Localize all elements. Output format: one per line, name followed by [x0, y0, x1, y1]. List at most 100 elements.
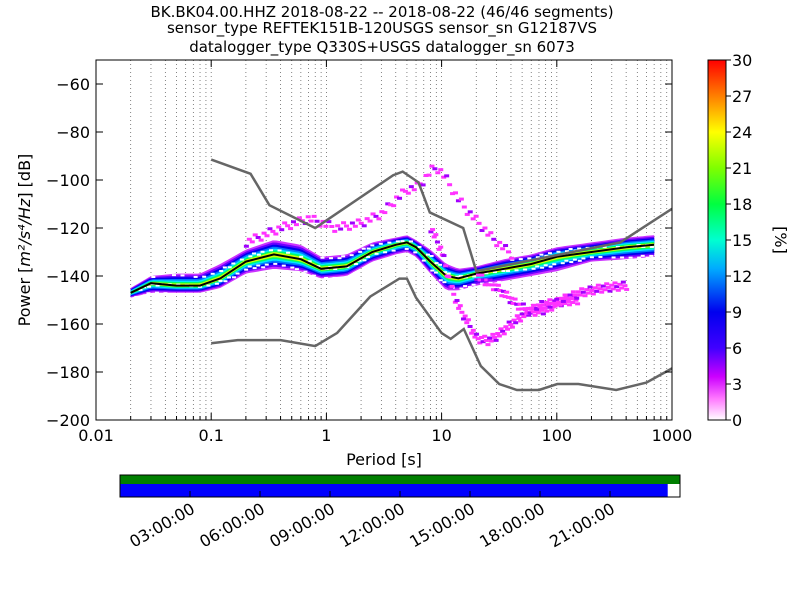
- x-axis-label: Period [s]: [346, 450, 422, 469]
- psd-density-gap: [564, 259, 569, 262]
- psd-outlier-point: [291, 220, 297, 224]
- psd-density-layer: [130, 240, 655, 295]
- psd-density-gap: [147, 285, 152, 288]
- psd-density-gap: [455, 275, 460, 278]
- psd-density-gap: [316, 265, 321, 268]
- psd-density-gap: [552, 263, 557, 266]
- psd-density-gap: [374, 252, 379, 255]
- psd-density-gap: [333, 267, 338, 270]
- psd-density-gap: [337, 257, 342, 260]
- psd-density-gap: [252, 267, 257, 270]
- psd-outlier-point: [394, 195, 400, 199]
- psd-outlier-point: [472, 335, 478, 339]
- psd-outlier-point: [391, 204, 397, 208]
- timeline-label: 03:00:00: [126, 499, 198, 551]
- psd-density-gap: [438, 263, 443, 266]
- x-tick-label: 10: [431, 426, 451, 445]
- psd-outlier-point: [544, 300, 550, 304]
- y-tick-label: −140: [46, 267, 90, 286]
- psd-outlier-point: [610, 287, 616, 291]
- psd-outlier-point: [326, 220, 332, 224]
- psd-outlier-point: [526, 313, 532, 317]
- psd-outlier-point: [559, 296, 565, 300]
- psd-outlier-point: [554, 297, 560, 301]
- psd-outlier-point: [557, 303, 563, 307]
- nlnm-line: [211, 277, 672, 392]
- psd-outlier-point: [508, 323, 514, 327]
- psd-outlier-point: [475, 273, 481, 277]
- psd-outlier-point: [566, 303, 572, 307]
- grid: [130, 60, 668, 420]
- psd-density-gap: [395, 240, 400, 243]
- psd-outlier-point: [352, 224, 358, 228]
- psd-density-layer: [130, 239, 655, 295]
- psd-outlier-point: [467, 210, 473, 214]
- psd-outlier-point: [531, 303, 537, 307]
- x-tick-label: 1: [321, 426, 331, 445]
- colorbar-tick-label: 9: [732, 303, 742, 322]
- data-availability-timeline: 03:00:0006:00:0009:00:0012:00:0015:00:00…: [119, 474, 681, 551]
- psd-outlier-point: [483, 338, 489, 342]
- psd-density-gap: [294, 268, 299, 271]
- psd-outlier-point: [499, 294, 505, 298]
- psd-density-gap: [640, 254, 645, 257]
- psd-outlier-point: [373, 214, 379, 218]
- psd-density-gap: [206, 284, 211, 287]
- psd-density-gap: [510, 258, 515, 261]
- psd-outlier-point: [436, 247, 442, 251]
- psd-density-gap: [244, 268, 249, 271]
- psd-outlier-point: [622, 284, 628, 288]
- psd-outlier-point: [438, 245, 444, 249]
- psd-outlier-point: [599, 290, 605, 294]
- psd-density-gap: [463, 285, 468, 288]
- psd-density-gap: [260, 250, 265, 253]
- psd-density-gap: [362, 259, 367, 262]
- psd-density-gap: [248, 255, 253, 258]
- psd-outlier-point: [494, 244, 500, 248]
- psd-density-gap: [602, 245, 607, 248]
- psd-density-gap: [247, 265, 252, 268]
- psd-density-gap: [636, 244, 641, 247]
- psd-outlier-point: [550, 301, 556, 305]
- psd-outlier-point: [592, 286, 598, 290]
- psd-outlier-point: [514, 302, 520, 306]
- psd-outlier-point: [402, 189, 408, 193]
- psd-density-gap: [560, 262, 565, 265]
- y-tick-label: −200: [46, 411, 90, 430]
- psd-outlier-point: [522, 307, 528, 311]
- timeline-gap-bar: [120, 475, 680, 484]
- psd-outlier-point: [379, 210, 385, 214]
- psd-outlier-point: [252, 233, 258, 237]
- psd-outlier-point: [305, 215, 311, 219]
- psd-outlier-point: [479, 228, 485, 232]
- psd-outlier-point: [323, 224, 329, 228]
- psd-density-gap: [531, 267, 536, 270]
- psd-outlier-point: [446, 275, 452, 279]
- title-line-2: sensor_type REFTEK151B-120USGS sensor_sn…: [167, 19, 597, 38]
- psd-outlier-point: [573, 298, 579, 302]
- psd-density-gap: [357, 259, 362, 262]
- psd-density-gap: [227, 276, 232, 279]
- psd-outlier-point: [459, 310, 465, 314]
- psd-density-gap: [577, 259, 582, 262]
- psd-density-gap: [547, 252, 552, 255]
- psd-outlier-point: [565, 299, 571, 303]
- psd-outlier-point: [534, 307, 540, 311]
- psd-outlier-point: [433, 233, 439, 237]
- psd-outlier-point: [485, 283, 491, 287]
- psd-outlier-point: [361, 224, 367, 228]
- title-line-1: BK.BK04.00.HHZ 2018-08-22 -- 2018-08-22 …: [150, 3, 613, 21]
- psd-density-gap: [565, 250, 570, 253]
- psd-outlier-point: [492, 283, 498, 287]
- psd-outlier-point: [467, 324, 473, 328]
- psd-outlier-point: [426, 173, 432, 177]
- psd-outlier-point: [614, 285, 620, 289]
- psd-outlier-point: [500, 289, 506, 293]
- psd-outlier-point: [314, 219, 320, 223]
- psd-density-gap: [130, 297, 135, 300]
- psd-density-gap: [307, 260, 312, 263]
- psd-density-gap: [223, 280, 228, 283]
- psd-outlier-point: [470, 328, 476, 332]
- psd-outlier-point: [553, 302, 559, 306]
- psd-outlier-point: [506, 250, 512, 254]
